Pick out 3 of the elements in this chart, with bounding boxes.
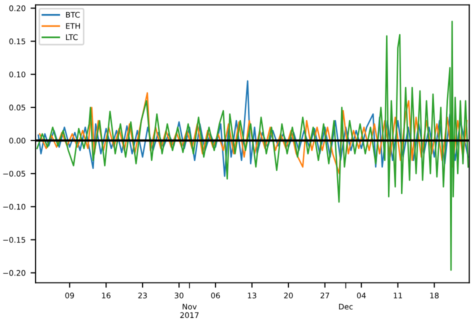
line-series xyxy=(38,92,468,174)
line-series xyxy=(36,20,469,271)
line-series xyxy=(38,80,469,177)
